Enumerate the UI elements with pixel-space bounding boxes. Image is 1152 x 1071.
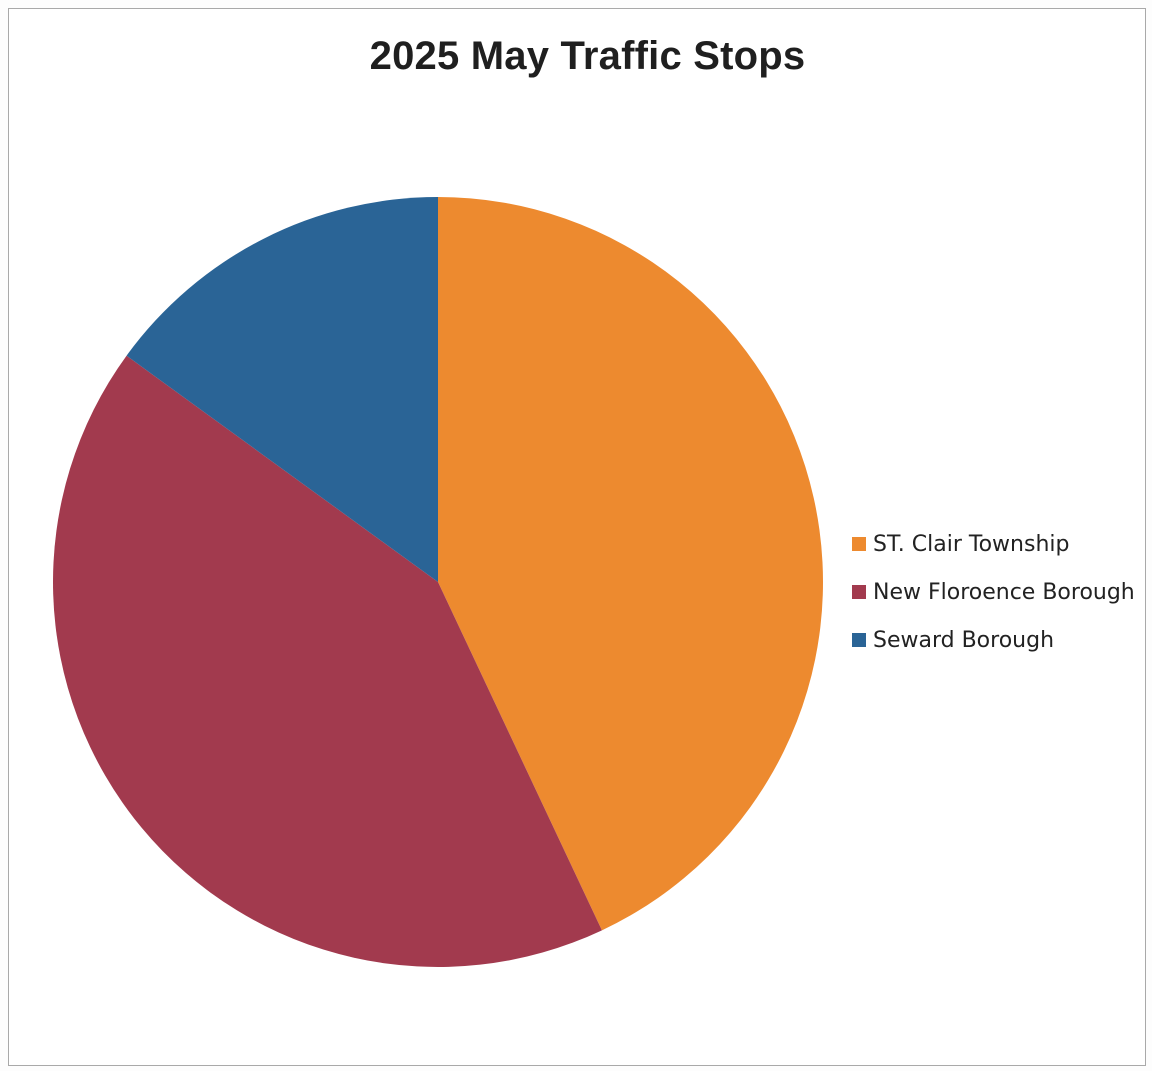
- legend-swatch-seward: [852, 633, 866, 647]
- legend-item-st-clair: ST. Clair Township: [852, 520, 1135, 568]
- pie-slice-seward: [126, 197, 439, 582]
- legend-label-st-clair: ST. Clair Township: [873, 531, 1070, 557]
- legend-label-new-floroence: New Floroence Borough: [873, 579, 1135, 605]
- chart-title: 2025 May Traffic Stops: [369, 34, 806, 78]
- legend-item-new-floroence: New Floroence Borough: [852, 568, 1135, 616]
- pie-slice-new-floroence: [52, 355, 602, 968]
- legend-item-seward: Seward Borough: [852, 616, 1135, 664]
- pie-slice-st-clair: [438, 197, 823, 931]
- legend-swatch-new-floroence: [852, 585, 866, 599]
- chart-legend: ST. Clair Township New Floroence Borough…: [852, 520, 1135, 664]
- legend-label-seward: Seward Borough: [873, 627, 1055, 653]
- legend-swatch-st-clair: [852, 537, 866, 551]
